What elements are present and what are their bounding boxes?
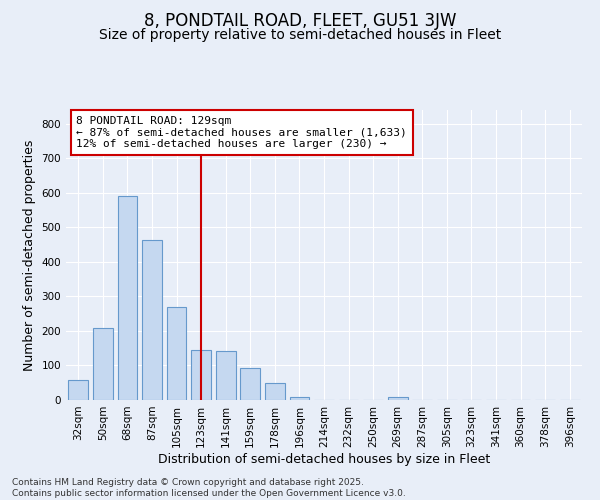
Bar — [290, 396, 309, 400]
Bar — [388, 397, 407, 400]
X-axis label: Distribution of semi-detached houses by size in Fleet: Distribution of semi-detached houses by … — [158, 452, 490, 466]
Bar — [142, 240, 162, 400]
Bar — [93, 328, 113, 400]
Bar — [265, 384, 284, 400]
Text: 8 PONDTAIL ROAD: 129sqm
← 87% of semi-detached houses are smaller (1,633)
12% of: 8 PONDTAIL ROAD: 129sqm ← 87% of semi-de… — [76, 116, 407, 149]
Bar — [241, 368, 260, 400]
Bar — [191, 350, 211, 400]
Bar — [167, 307, 187, 400]
Bar — [68, 380, 88, 400]
Text: 8, PONDTAIL ROAD, FLEET, GU51 3JW: 8, PONDTAIL ROAD, FLEET, GU51 3JW — [144, 12, 456, 30]
Bar — [118, 196, 137, 400]
Bar — [216, 350, 236, 400]
Text: Size of property relative to semi-detached houses in Fleet: Size of property relative to semi-detach… — [99, 28, 501, 42]
Text: Contains HM Land Registry data © Crown copyright and database right 2025.
Contai: Contains HM Land Registry data © Crown c… — [12, 478, 406, 498]
Y-axis label: Number of semi-detached properties: Number of semi-detached properties — [23, 140, 36, 370]
